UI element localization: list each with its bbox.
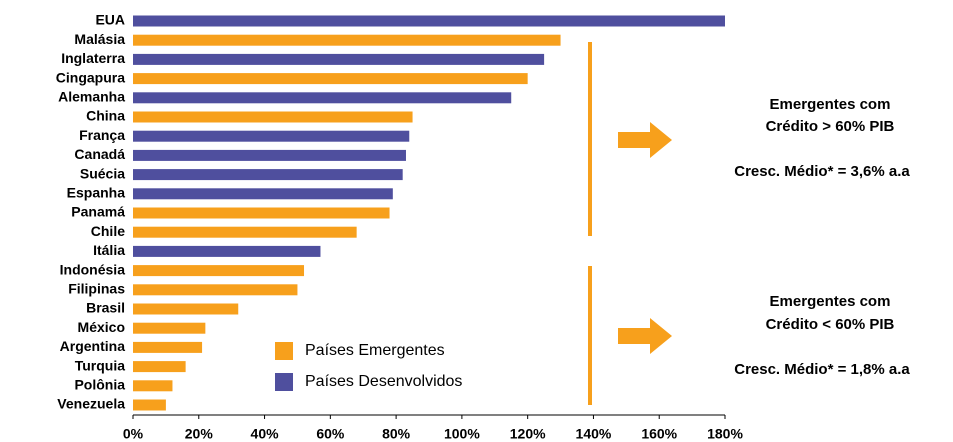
x-tick-label: 40%: [251, 426, 280, 442]
y-tick-label: EUA: [95, 12, 125, 28]
bar: [133, 322, 206, 334]
bar: [133, 34, 561, 46]
y-tick-label: Alemanha: [58, 89, 125, 105]
bar: [133, 169, 403, 181]
arrow: [618, 122, 672, 158]
bar: [133, 245, 321, 257]
y-tick-label: Turquia: [75, 357, 126, 373]
bar: [133, 341, 203, 353]
y-tick-label: Canadá: [74, 146, 125, 162]
y-tick-label: Indonésia: [60, 261, 126, 277]
annotation: Cresc. Médio* = 3,6% a.a: [734, 163, 910, 180]
y-tick-label: Polônia: [74, 377, 125, 393]
bar: [133, 265, 305, 277]
y-tick-label: China: [86, 108, 125, 124]
x-tick-label: 100%: [444, 426, 480, 442]
legend-label: Países Emergentes: [305, 342, 445, 359]
bar: [133, 399, 166, 411]
annotation: Crédito < 60% PIB: [766, 316, 895, 333]
x-tick-label: 20%: [185, 426, 214, 442]
y-tick-label: Cingapura: [56, 69, 125, 85]
annotation: Crédito > 60% PIB: [766, 118, 895, 135]
annotation: Emergentes com: [770, 96, 891, 113]
y-tick-label: Filipinas: [68, 281, 125, 297]
y-tick-label: Brasil: [86, 300, 125, 316]
y-tick-label: Espanha: [67, 185, 126, 201]
bar: [133, 15, 725, 27]
y-tick-label: Panamá: [71, 204, 125, 220]
bar: [133, 361, 186, 373]
bar: [133, 380, 173, 392]
y-tick-label: Argentina: [60, 338, 126, 354]
x-tick-label: 120%: [510, 426, 546, 442]
y-tick-label: Malásia: [74, 31, 125, 47]
bar: [133, 149, 406, 161]
arrow: [618, 318, 672, 354]
y-tick-label: França: [79, 127, 125, 143]
bar: [133, 188, 393, 200]
bar: [133, 207, 390, 219]
annotation: Emergentes com: [770, 293, 891, 310]
x-tick-label: 140%: [576, 426, 612, 442]
legend-swatch: [275, 342, 293, 360]
legend-swatch: [275, 373, 293, 391]
bar: [133, 92, 512, 104]
y-tick-label: Itália: [93, 242, 125, 258]
x-tick-label: 80%: [382, 426, 411, 442]
y-tick-label: Suécia: [80, 165, 125, 181]
x-tick-label: 60%: [316, 426, 345, 442]
legend-label: Países Desenvolvidos: [305, 373, 462, 390]
bar: [133, 130, 410, 142]
y-tick-label: Chile: [91, 223, 125, 239]
y-tick-label: México: [78, 319, 125, 335]
y-tick-label: Inglaterra: [61, 50, 125, 66]
y-tick-label: Venezuela: [57, 396, 125, 412]
bar: [133, 284, 298, 296]
bar: [133, 111, 413, 123]
bar: [133, 226, 357, 238]
annotation: Cresc. Médio* = 1,8% a.a: [734, 361, 910, 378]
x-tick-label: 0%: [123, 426, 144, 442]
bar: [133, 73, 528, 85]
bar: [133, 303, 239, 315]
bar: [133, 53, 545, 65]
x-tick-label: 180%: [707, 426, 743, 442]
x-tick-label: 160%: [641, 426, 677, 442]
